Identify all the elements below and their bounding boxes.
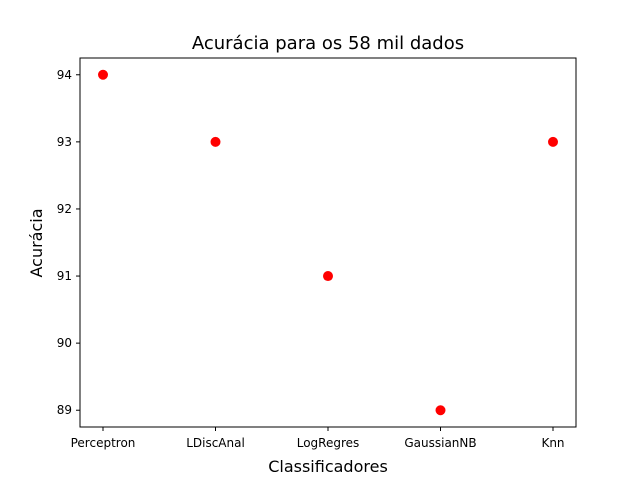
data-point	[210, 136, 221, 147]
y-tick-label: 94	[57, 68, 72, 82]
y-axis-title: Acurácia	[27, 208, 46, 277]
x-tick-label: LogRegres	[297, 436, 360, 450]
plot-marks	[98, 69, 558, 416]
data-point	[323, 271, 333, 282]
x-axis: Perceptron LDiscAnal LogRegres GaussianNB Kn…	[71, 427, 565, 450]
x-tick-label: LDiscAnal	[186, 436, 245, 450]
y-tick-label: 91	[57, 269, 72, 283]
x-tick-label: GaussianNB	[404, 436, 476, 450]
y-tick-label: 90	[57, 336, 72, 350]
x-tick-label: Perceptron	[71, 436, 136, 450]
y-axis: 89 90 91 92 93 94	[57, 68, 80, 417]
y-tick-label: 93	[57, 135, 72, 149]
chart-title: Acurácia para os 58 mil dados	[192, 33, 464, 54]
data-point	[98, 69, 108, 80]
y-tick-label: 92	[57, 202, 72, 216]
data-point	[435, 405, 446, 416]
y-tick-label: 89	[57, 403, 72, 417]
x-axis-title: Classificadores	[268, 457, 388, 476]
x-tick-label: Knn	[541, 436, 564, 450]
data-point	[548, 136, 558, 147]
